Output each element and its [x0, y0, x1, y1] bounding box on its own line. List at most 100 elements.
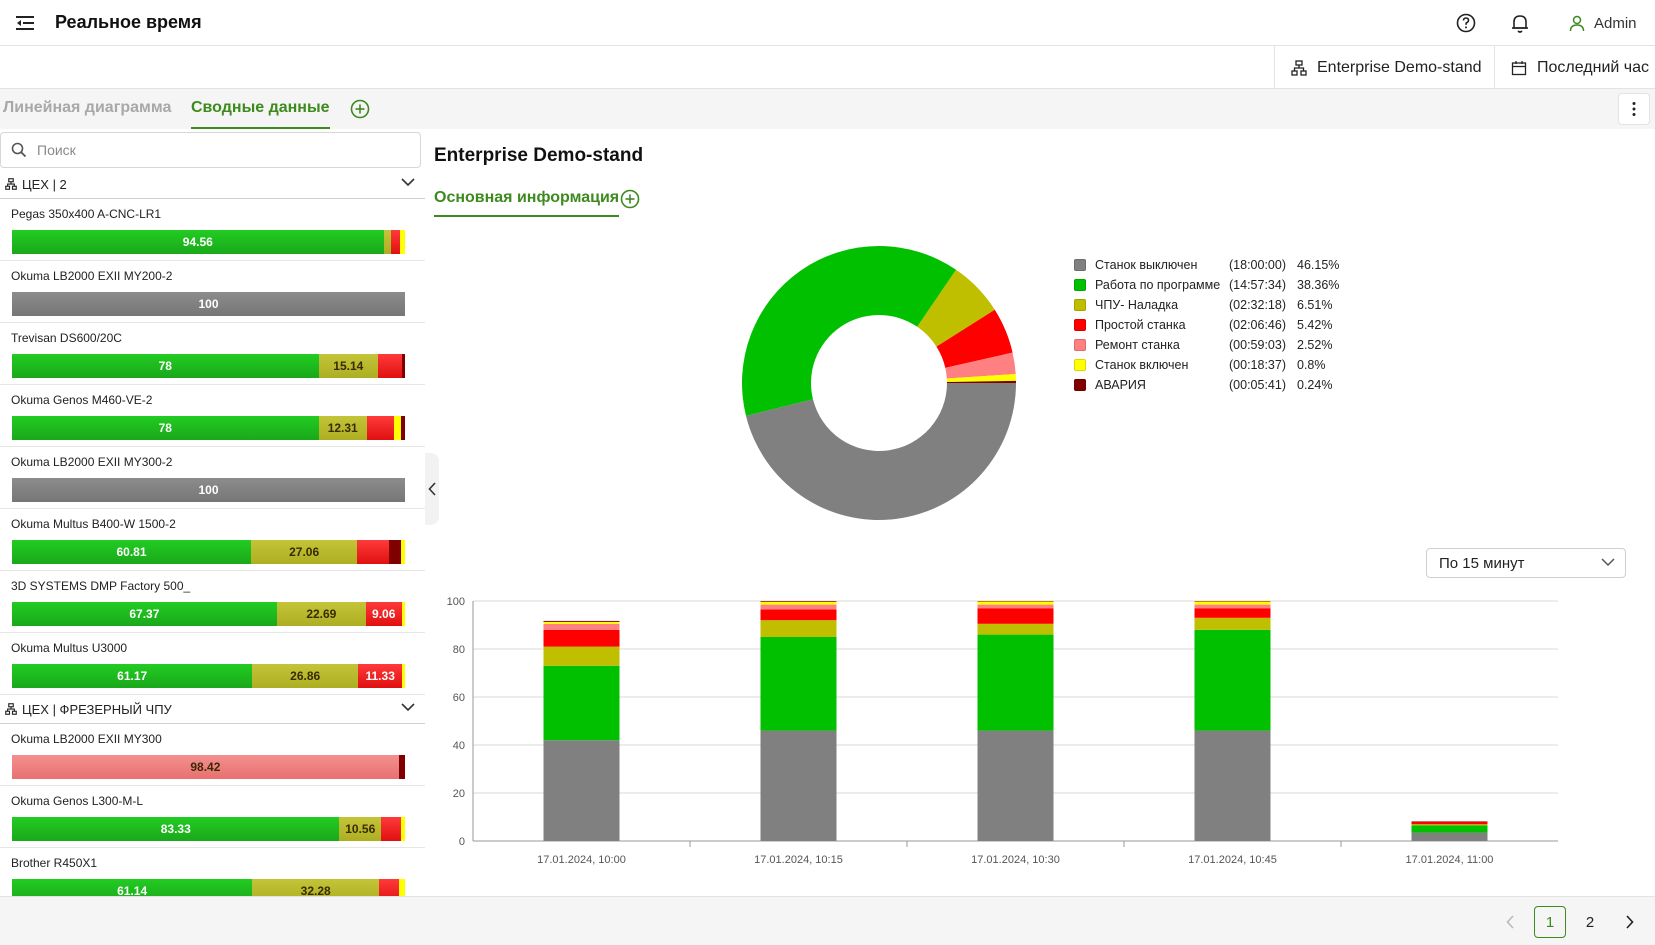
donut-slice-on[interactable] — [946, 374, 1016, 382]
donut-slice-alarm[interactable] — [946, 380, 1016, 383]
bar-program[interactable] — [760, 637, 837, 731]
bar-idle[interactable] — [977, 608, 1054, 624]
bar-repair[interactable] — [760, 604, 837, 610]
machine-item[interactable]: Pegas 350x400 A-CNC-LR1 94.56 — [0, 199, 425, 261]
tab-line-chart[interactable]: Линейная диаграмма — [3, 99, 172, 116]
tab-main-info[interactable]: Основная информация — [434, 189, 620, 217]
bar-on[interactable] — [760, 601, 837, 605]
legend-item[interactable]: Работа по программе (14:57:34) 38.36% — [1074, 275, 1339, 295]
bar-program[interactable] — [1411, 825, 1488, 833]
legend-item[interactable]: Ремонт станка (00:59:03) 2.52% — [1074, 335, 1337, 355]
bar-off[interactable] — [1194, 730, 1271, 841]
machine-item[interactable]: Okuma LB2000 EXII MY300 98.42 — [0, 724, 425, 786]
bar-idle[interactable] — [543, 629, 620, 647]
collapse-sidebar-button[interactable] — [425, 453, 439, 525]
chevron-left-icon — [428, 482, 436, 496]
tab-summary[interactable]: Сводные данные — [191, 99, 330, 129]
help-icon[interactable] — [1454, 11, 1478, 35]
bar-repair[interactable] — [1194, 604, 1271, 609]
bar-setup[interactable] — [1194, 617, 1271, 630]
more-options-button[interactable] — [1618, 93, 1650, 125]
next-page-button[interactable] — [1614, 906, 1646, 938]
legend-item[interactable]: Станок включен (00:18:37) 0.8% — [1074, 355, 1337, 375]
bar-off[interactable] — [543, 740, 620, 841]
donut-slice-program[interactable] — [742, 246, 957, 416]
machine-state-bar: 61.17 26.86 11.33 — [12, 664, 405, 688]
machine-item[interactable]: 3D SYSTEMS DMP Factory 500_ 67.37 22.69 9.0… — [0, 571, 425, 633]
machine-item[interactable]: Trevisan DS600/20C 78 15.14 — [0, 323, 425, 385]
period-filter[interactable]: Последний час — [1494, 46, 1655, 89]
bar-idle[interactable] — [1194, 608, 1271, 618]
filter-bar: Enterprise Demo-stand Последний час — [0, 46, 1655, 89]
search-input[interactable] — [37, 142, 397, 158]
bar-repair[interactable] — [977, 604, 1054, 609]
page-1-button[interactable]: 1 — [1534, 906, 1566, 938]
legend-duration: (00:05:41) — [1229, 378, 1286, 392]
bar-program[interactable] — [1194, 629, 1271, 731]
machine-item[interactable]: Brother R450X1 61.14 32.28 — [0, 848, 425, 896]
group-name: ЦЕХ | 2 — [22, 176, 67, 192]
bar-setup[interactable] — [977, 623, 1054, 635]
legend-item[interactable]: ЧПУ- Наладка (02:32:18) 6.51% — [1074, 295, 1337, 315]
bar-on[interactable] — [1194, 601, 1271, 605]
bar-setup[interactable] — [1411, 824, 1488, 826]
machine-item[interactable]: Okuma Genos L300-M-L 83.33 10.56 — [0, 786, 425, 848]
bar-off[interactable] — [1411, 832, 1488, 841]
legend-percent: 46.15% — [1297, 258, 1340, 272]
bar-on[interactable] — [543, 621, 620, 624]
legend-item[interactable]: Простой станка (02:06:46) 5.42% — [1074, 315, 1337, 335]
enterprise-selector[interactable]: Enterprise Demo-stand — [1274, 46, 1494, 89]
donut-slice-idle[interactable] — [936, 309, 1013, 368]
bar-segment-idle: 9.06 — [365, 602, 402, 626]
legend-item[interactable]: АВАРИЯ (00:05:41) 0.24% — [1074, 375, 1337, 395]
machine-item[interactable]: Okuma Genos M460-VE-2 78 12.31 — [0, 385, 425, 447]
main-panel: Enterprise Demo-stand Основная информаци… — [434, 129, 1655, 896]
search-box[interactable] — [0, 132, 421, 168]
hierarchy-icon — [1291, 59, 1307, 76]
bar-setup[interactable] — [543, 646, 620, 666]
machine-state-bar: 78 15.14 — [12, 354, 405, 378]
page-2-button[interactable]: 2 — [1585, 913, 1595, 931]
interval-select[interactable]: По 15 минут — [1426, 548, 1626, 578]
bar-program[interactable] — [977, 634, 1054, 731]
donut-slice-off[interactable] — [745, 383, 1016, 520]
hierarchy-icon — [5, 703, 17, 715]
legend-label: Станок включен — [1095, 358, 1189, 372]
bar-idle[interactable] — [1411, 821, 1488, 825]
bar-repair[interactable] — [543, 623, 620, 630]
machine-state-bar: 100 — [12, 292, 405, 316]
bell-icon[interactable] — [1508, 11, 1532, 35]
machine-item[interactable]: Okuma LB2000 EXII MY200-2 100 — [0, 261, 425, 323]
user-menu[interactable]: Admin — [1568, 11, 1637, 35]
machine-item[interactable]: Okuma LB2000 EXII MY300-2 100 — [0, 447, 425, 509]
group-header[interactable]: ЦЕХ | ФРЕЗЕРНЫЙ ЧПУ — [0, 695, 425, 724]
bar-segment-off: 100 — [12, 292, 405, 316]
bar-setup[interactable] — [760, 620, 837, 637]
bar-off[interactable] — [760, 730, 837, 841]
bar-alarm[interactable] — [543, 620, 620, 622]
add-tab-icon[interactable] — [350, 99, 370, 119]
donut-slice-setup[interactable] — [917, 269, 995, 347]
add-subtab-icon[interactable] — [620, 189, 640, 209]
bar-segment-on — [400, 230, 405, 254]
bar-segment-program: 83.33 — [12, 817, 340, 841]
bar-on[interactable] — [977, 601, 1054, 605]
legend-item[interactable]: Станок выключен (18:00:00) 46.15% — [1074, 255, 1340, 275]
bar-segment-program: 67.37 — [12, 602, 277, 626]
donut-slice-repair[interactable] — [945, 352, 1016, 379]
bar-segment-setup: 10.56 — [339, 817, 381, 841]
legend-swatch — [1074, 359, 1086, 371]
legend-swatch — [1074, 319, 1086, 331]
bar-idle[interactable] — [760, 609, 837, 621]
bar-alarm[interactable] — [760, 601, 837, 602]
group-header[interactable]: ЦЕХ | 2 — [0, 170, 425, 199]
bar-segment-alarm — [401, 354, 405, 378]
bar-program[interactable] — [543, 665, 620, 741]
period-label: Последний час — [1537, 58, 1650, 76]
prev-page-button[interactable] — [1494, 906, 1526, 938]
machine-item[interactable]: Okuma Multus U3000 61.17 26.86 11.33 — [0, 633, 425, 695]
menu-icon[interactable] — [14, 13, 36, 33]
bar-off[interactable] — [977, 730, 1054, 841]
bar-segment-program: 60.81 — [12, 540, 251, 564]
machine-item[interactable]: Okuma Multus B400-W 1500-2 60.81 27.06 — [0, 509, 425, 571]
